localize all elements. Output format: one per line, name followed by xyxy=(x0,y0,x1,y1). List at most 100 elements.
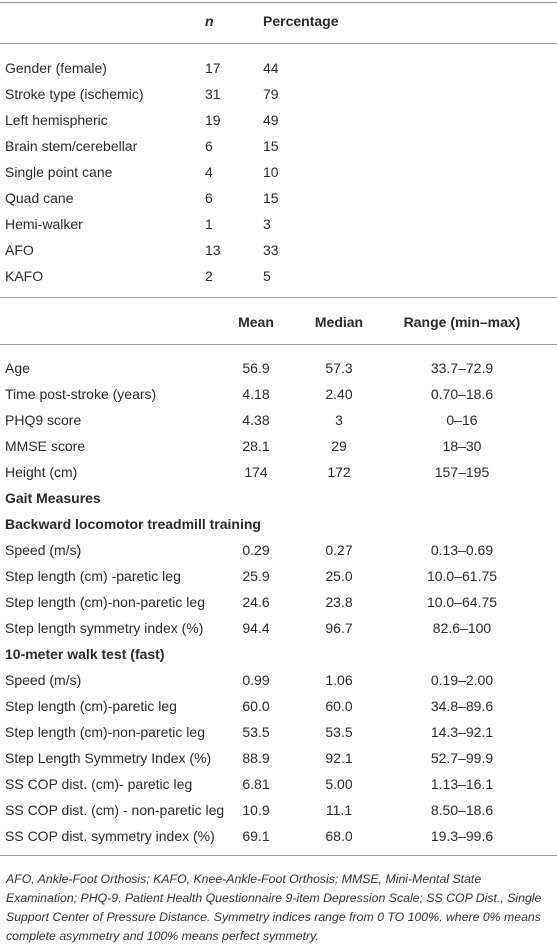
row-label: Speed (m/s) xyxy=(5,672,82,688)
cell-value: 31 xyxy=(205,86,221,102)
cell-value: 0.19–2.00 xyxy=(430,672,494,688)
row-label: Step length (cm) -paretic leg xyxy=(5,568,181,584)
row-label: Left hemispheric xyxy=(5,112,108,128)
cell-value: 28.1 xyxy=(242,438,270,454)
cell-value: 19 xyxy=(205,112,221,128)
cell-value: 5 xyxy=(263,268,271,284)
cell-value: 53.5 xyxy=(242,724,270,740)
cell-value: 34.8–89.6 xyxy=(430,698,494,714)
cell-value: 0–16 xyxy=(446,412,478,428)
cell-value: 2 xyxy=(205,268,213,284)
cell-value: 53.5 xyxy=(325,724,353,740)
cell-value: 56.9 xyxy=(242,360,270,376)
cell-value: 24.6 xyxy=(242,594,270,610)
row-label: Height (cm) xyxy=(5,464,78,480)
column-header: Range (min–max) xyxy=(403,314,521,330)
rule xyxy=(0,344,557,345)
rule xyxy=(0,297,557,298)
row-label: MMSE score xyxy=(5,438,86,454)
cell-value: 172 xyxy=(327,464,351,480)
cell-value: 10.0–61.75 xyxy=(426,568,498,584)
cell-value: 18–30 xyxy=(442,438,482,454)
row-label: Stroke type (ischemic) xyxy=(5,86,144,102)
cell-value: 3 xyxy=(335,412,343,428)
cell-value: 10.0–64.75 xyxy=(426,594,498,610)
cell-value: 5.00 xyxy=(325,776,353,792)
cell-value: 1.13–16.1 xyxy=(430,776,494,792)
cell-value: 96.7 xyxy=(325,620,353,636)
column-header: Percentage xyxy=(263,13,339,29)
cell-value: 33 xyxy=(263,242,279,258)
cell-value: 49 xyxy=(263,112,279,128)
cell-value: 60.0 xyxy=(242,698,270,714)
cell-value: 0.29 xyxy=(242,542,270,558)
row-label: Step Length Symmetry Index (%) xyxy=(5,750,212,766)
row-label: Single point cane xyxy=(5,164,113,180)
cell-value: 68.0 xyxy=(325,828,353,844)
row-label: Hemi-walker xyxy=(5,216,83,232)
row-label: Step length (cm)-non-paretic leg xyxy=(5,594,205,610)
cell-value: 19.3–99.6 xyxy=(430,828,494,844)
cell-value: 11.1 xyxy=(325,802,353,818)
row-label: Step length (cm)-paretic leg xyxy=(5,698,177,714)
column-header: Mean xyxy=(238,314,274,330)
cell-value: 4 xyxy=(205,164,213,180)
cell-value: 4.18 xyxy=(242,386,270,402)
column-header: n xyxy=(205,13,214,29)
cell-value: 15 xyxy=(263,138,279,154)
cell-value: 6 xyxy=(205,190,213,206)
footnote: AFO, Ankle-Foot Orthosis; KAFO, Knee-Ank… xyxy=(6,872,542,943)
cell-value: 29 xyxy=(331,438,347,454)
row-label: Age xyxy=(5,360,30,376)
row-label: Brain stem/cerebellar xyxy=(5,138,138,154)
group-heading: 10-meter walk test (fast) xyxy=(5,646,165,662)
row-label: PHQ9 score xyxy=(5,412,82,428)
column-header: Median xyxy=(314,314,364,330)
rule xyxy=(0,2,557,3)
row-label: Gender (female) xyxy=(5,60,107,76)
cell-value: 2.40 xyxy=(325,386,353,402)
cell-value: 157–195 xyxy=(434,464,490,480)
cell-value: 0.99 xyxy=(242,672,270,688)
row-label: AFO xyxy=(5,242,34,258)
cell-value: 92.1 xyxy=(325,750,353,766)
row-label: KAFO xyxy=(5,268,44,284)
cell-value: 44 xyxy=(263,60,279,76)
cell-value: 82.6–100 xyxy=(432,620,492,636)
cell-value: 0.70–18.6 xyxy=(430,386,494,402)
cell-value: 8.50–18.6 xyxy=(430,802,494,818)
cell-value: 52.7–99.9 xyxy=(430,750,494,766)
cell-value: 1.06 xyxy=(325,672,353,688)
cell-value: 69.1 xyxy=(242,828,270,844)
row-label: Time post-stroke (years) xyxy=(5,386,157,402)
cell-value: 60.0 xyxy=(325,698,353,714)
row-label: SS COP dist. (cm)- paretic leg xyxy=(5,776,193,792)
cell-value: 0.13–0.69 xyxy=(430,542,494,558)
row-label: Step length symmetry index (%) xyxy=(5,620,204,636)
rule xyxy=(0,43,557,44)
row-label: SS COP dist. symmetry index (%) xyxy=(5,828,215,844)
cell-value: 6.81 xyxy=(242,776,270,792)
group-heading: Backward locomotor treadmill training xyxy=(5,516,261,532)
cell-value: 3 xyxy=(263,216,271,232)
group-heading: Gait Measures xyxy=(5,490,101,506)
cell-value: 10.9 xyxy=(242,802,270,818)
cell-value: 25.0 xyxy=(325,568,353,584)
cell-value: 174 xyxy=(244,464,268,480)
cell-value: 88.9 xyxy=(242,750,270,766)
cell-value: 57.3 xyxy=(325,360,353,376)
row-label: Speed (m/s) xyxy=(5,542,82,558)
cell-value: 17 xyxy=(205,60,221,76)
cell-value: 15 xyxy=(263,190,279,206)
cell-value: 13 xyxy=(205,242,221,258)
rule xyxy=(0,855,557,856)
cell-value: 4.38 xyxy=(242,412,270,428)
cell-value: 94.4 xyxy=(242,620,270,636)
cell-value: 33.7–72.9 xyxy=(430,360,494,376)
cell-value: 79 xyxy=(263,86,279,102)
row-label: Step length (cm)-non-paretic leg xyxy=(5,724,205,740)
cell-value: 6 xyxy=(205,138,213,154)
row-label: SS COP dist. (cm) - non-paretic leg xyxy=(5,802,225,818)
cell-value: 1 xyxy=(205,216,213,232)
